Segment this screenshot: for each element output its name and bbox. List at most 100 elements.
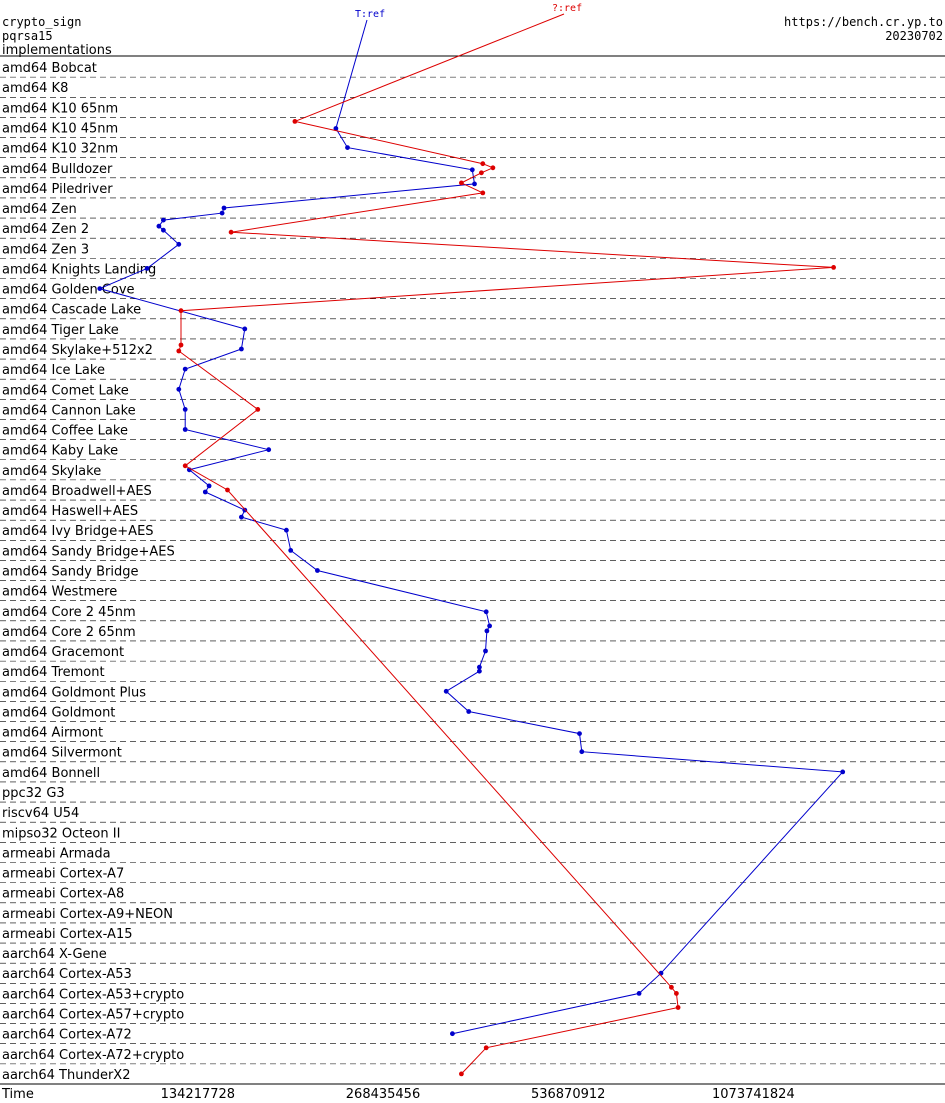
data-point [483, 609, 489, 615]
header-left-line1: crypto_sign [2, 15, 81, 29]
header-left-line3: implementations [2, 43, 112, 58]
data-point [284, 527, 289, 533]
category-label-amd64-westmere: amd64 Westmere [2, 585, 117, 600]
data-point [182, 366, 188, 372]
category-label-amd64-k8: amd64 K8 [2, 81, 68, 96]
category-label-amd64-cascade-lake: amd64 Cascade Lake [2, 303, 141, 318]
category-label-amd64-golden-cove: amd64 Golden Cove [2, 283, 135, 298]
data-point [144, 266, 150, 271]
data-point [178, 342, 184, 348]
series-ref [176, 13, 836, 1077]
series-line [98, 128, 844, 1035]
category-label-amd64-comet-lake: amd64 Comet Lake [2, 383, 129, 398]
category-label-amd64-k10-32nm: amd64 K10 32nm [2, 142, 118, 157]
data-point [483, 648, 488, 654]
category-label-armeabi-cortex-a8: armeabi Cortex-A8 [2, 887, 124, 902]
data-point [266, 447, 272, 453]
category-label-amd64-sandy-bridge: amd64 Sandy Bridge [2, 565, 138, 580]
category-label-amd64-cannon-lake: amd64 Cannon Lake [2, 403, 136, 418]
x-axis-ticks: 134217728 268435456 536870912 1073741824 [161, 1087, 795, 1102]
category-label-amd64-bobcat: amd64 Bobcat [2, 61, 97, 76]
x-tick-label: 536870912 [531, 1087, 605, 1102]
data-point [831, 265, 836, 270]
category-label-amd64-coffee-lake: amd64 Coffee Lake [2, 424, 128, 439]
category-label-aarch64-cortex-a53-crypto: aarch64 Cortex-A53+crypto [2, 987, 184, 1002]
data-point [477, 668, 482, 674]
category-label-amd64-broadwell-aes: amd64 Broadwell+AES [2, 484, 152, 499]
series-name-layer: T:ref ?:ref [355, 3, 582, 20]
category-label-amd64-tremont: amd64 Tremont [2, 665, 105, 680]
category-label-aarch64-thunderx2: aarch64 ThunderX2 [2, 1068, 130, 1083]
data-point [176, 348, 182, 354]
category-separators [0, 76, 945, 1065]
category-label-amd64-zen: amd64 Zen [2, 202, 77, 217]
data-point [840, 769, 846, 775]
data-point [459, 1071, 464, 1077]
data-point [242, 326, 248, 332]
data-point [669, 984, 674, 990]
category-label-amd64-k10-45nm: amd64 K10 45nm [2, 121, 118, 136]
data-point [579, 749, 585, 755]
data-point [182, 407, 188, 412]
header-right-line1: https://bench.cr.yp.to [784, 15, 943, 29]
data-point [219, 210, 225, 216]
data-point [483, 1045, 489, 1051]
data-point [472, 181, 477, 187]
data-point [178, 308, 184, 314]
data-point [239, 514, 244, 520]
category-label-mipso32-octeon-ii: mipso32 Octeon II [2, 826, 120, 841]
category-label-amd64-piledriver: amd64 Piledriver [2, 182, 113, 197]
category-label-armeabi-cortex-a7: armeabi Cortex-A7 [2, 867, 124, 882]
data-point [480, 190, 486, 196]
category-label-amd64-core-2-45nm: amd64 Core 2 45nm [2, 605, 136, 620]
data-point [469, 167, 475, 173]
category-label-amd64-zen-2: amd64 Zen 2 [2, 222, 89, 237]
series-name-ref: ?:ref [552, 3, 582, 14]
data-point [459, 180, 464, 186]
category-label-aarch64-cortex-a57-crypto: aarch64 Cortex-A57+crypto [2, 1008, 184, 1023]
category-label-amd64-gracemont: amd64 Gracemont [2, 645, 124, 660]
series-name-t-ref: T:ref [355, 9, 385, 20]
header-right-line2: 20230702 [885, 29, 943, 43]
data-point [345, 145, 350, 151]
category-label-amd64-knights-landing: amd64 Knights Landing [2, 262, 156, 277]
data-point [466, 709, 472, 714]
category-label-aarch64-cortex-a72-crypto: aarch64 Cortex-A72+crypto [2, 1048, 184, 1063]
category-label-amd64-silvermont: amd64 Silvermont [2, 746, 122, 761]
data-point [221, 205, 227, 211]
data-point [479, 170, 484, 176]
category-label-amd64-bonnell: amd64 Bonnell [2, 766, 100, 781]
category-labels: amd64 Bobcat amd64 K8 amd64 K10 65nm amd64 … [2, 61, 184, 1083]
data-point [292, 119, 298, 124]
series-leader-line [335, 19, 368, 129]
data-point [182, 427, 188, 432]
category-label-amd64-goldmont: amd64 Goldmont [2, 705, 115, 720]
data-point [477, 664, 482, 670]
category-label-amd64-airmont: amd64 Airmont [2, 726, 103, 741]
data-point [161, 227, 166, 233]
data-point [97, 286, 103, 291]
category-label-amd64-haswell-aes: amd64 Haswell+AES [2, 504, 138, 519]
series-layer [97, 13, 846, 1077]
data-point [161, 217, 166, 223]
series-line [178, 120, 834, 1075]
category-label-amd64-bulldozer: amd64 Bulldozer [2, 162, 113, 177]
data-point [206, 483, 212, 489]
series-leader-line [294, 13, 565, 122]
x-axis-label: Time [1, 1087, 34, 1102]
x-tick-label: 134217728 [161, 1087, 235, 1102]
data-point [674, 991, 679, 996]
data-point [450, 1031, 455, 1037]
data-point [202, 489, 208, 495]
data-point [675, 1005, 681, 1010]
category-label-amd64-k10-65nm: amd64 K10 65nm [2, 101, 118, 116]
category-label-amd64-sandy-bridge-aes: amd64 Sandy Bridge+AES [2, 544, 175, 559]
data-point [484, 628, 490, 634]
data-point [333, 126, 339, 131]
category-label-amd64-goldmont-plus: amd64 Goldmont Plus [2, 685, 146, 700]
category-label-ppc32-g3: ppc32 G3 [2, 786, 65, 801]
series-t-ref [97, 19, 846, 1037]
category-label-aarch64-cortex-a72: aarch64 Cortex-A72 [2, 1028, 132, 1043]
data-point [156, 223, 162, 229]
